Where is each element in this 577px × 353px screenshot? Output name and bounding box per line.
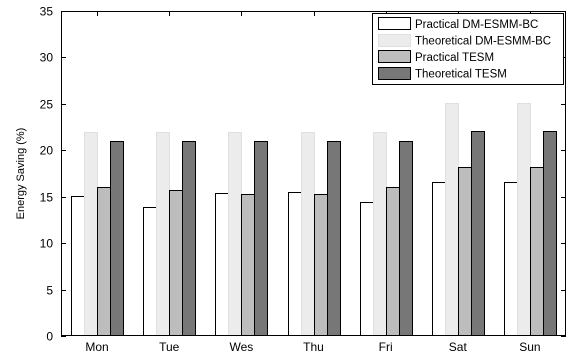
- bar-fri-series-2: [373, 132, 387, 336]
- bar-fri-series-1: [360, 202, 374, 336]
- bar-thu-series-4: [327, 141, 341, 336]
- bar-sun-series-1: [504, 182, 518, 336]
- x-tick-label: Thu: [303, 340, 324, 353]
- bar-tue-series-3: [169, 190, 183, 336]
- bar-sat-series-1: [432, 182, 446, 336]
- y-tick-label: 35: [40, 5, 54, 19]
- y-tick-label: 25: [40, 98, 54, 112]
- bar-fri-series-4: [399, 141, 413, 336]
- bar-tue-series-4: [182, 141, 196, 336]
- legend-swatch-1: [378, 17, 411, 30]
- legend-label-1: Practical DM-ESMM-BC: [415, 19, 538, 31]
- y-tick-label: 20: [40, 144, 54, 158]
- bar-wes-series-3: [241, 194, 255, 336]
- bar-sat-series-4: [471, 131, 485, 336]
- x-tick-label: Tue: [159, 340, 180, 353]
- x-tick-label: Sun: [519, 340, 540, 353]
- bar-sun-series-4: [543, 131, 557, 336]
- bar-sun-series-3: [530, 167, 544, 336]
- bar-thu-series-1: [288, 192, 302, 336]
- bar-mon-series-1: [71, 196, 85, 336]
- legend-swatch-4: [378, 67, 411, 80]
- bar-mon-series-3: [97, 187, 111, 336]
- bar-mon-series-2: [84, 132, 98, 336]
- y-tick-label: 5: [46, 284, 53, 298]
- bar-thu-series-3: [314, 194, 328, 336]
- bar-tue-series-2: [156, 132, 170, 336]
- x-tick-label: Mon: [85, 340, 108, 353]
- bar-sat-series-3: [458, 167, 472, 336]
- legend-label-2: Theoretical DM-ESMM-BC: [415, 36, 551, 48]
- plot-frame: [61, 11, 566, 336]
- legend-swatch-3: [378, 50, 411, 63]
- y-axis-label: Energy Saving (%): [15, 128, 27, 220]
- y-tick-label: 0: [46, 330, 53, 344]
- bar-thu-series-2: [301, 132, 315, 336]
- x-tick-label: Sat: [449, 340, 468, 353]
- bar-mon-series-4: [110, 141, 124, 336]
- x-tick-label: Wes: [229, 340, 253, 353]
- y-tick-label: 15: [40, 191, 54, 205]
- bar-wes-series-2: [228, 132, 242, 336]
- y-axis: 0 5 10 15 20 25 30 35: [40, 5, 566, 344]
- bar-fri-series-3: [386, 187, 400, 336]
- bar-wes-series-1: [215, 193, 229, 336]
- legend-label-4: Theoretical TESM: [415, 69, 507, 81]
- bar-tue-series-1: [143, 207, 157, 336]
- legend-label-3: Practical TESM: [415, 52, 494, 64]
- y-tick-label: 30: [40, 51, 54, 65]
- legend-swatch-2: [378, 34, 411, 47]
- bars-group: [71, 103, 557, 336]
- x-axis: Mon Tue Wes Thu Fri Sat Sun: [85, 11, 541, 353]
- bar-sun-series-2: [517, 103, 531, 336]
- x-tick-label: Fri: [379, 340, 393, 353]
- bar-wes-series-4: [254, 141, 268, 336]
- legend: Practical DM-ESMM-BC Theoretical DM-ESMM-…: [372, 13, 564, 85]
- y-tick-label: 10: [40, 237, 54, 251]
- bar-sat-series-2: [445, 103, 459, 336]
